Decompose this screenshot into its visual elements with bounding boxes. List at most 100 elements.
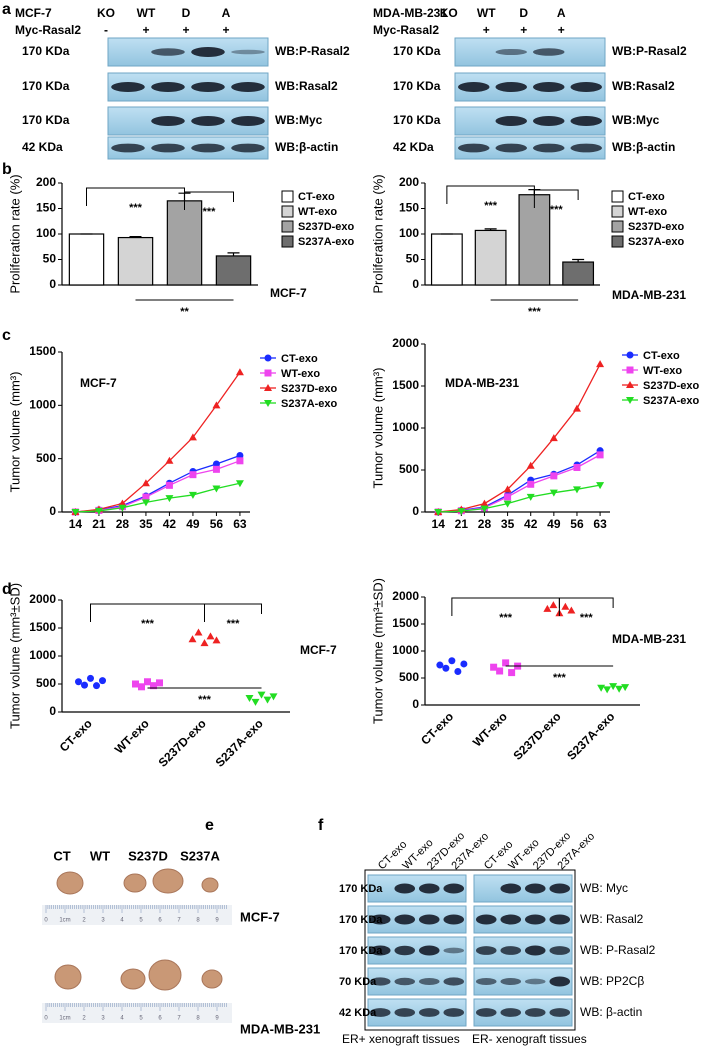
blot-band xyxy=(570,143,602,153)
construct-sign: + xyxy=(483,23,490,37)
blot-title: MDA-MB-231 xyxy=(373,6,447,20)
y-axis-label: Tumor volume (mm³±SD) xyxy=(7,583,22,729)
marker xyxy=(596,451,604,459)
lane-label: D xyxy=(519,6,528,20)
blot-label: WB:Rasal2 xyxy=(612,79,675,93)
ruler-label: 0 xyxy=(44,918,48,924)
ruler-label: 2 xyxy=(82,918,86,924)
legend-swatch xyxy=(281,205,294,218)
x-tick-label: S237D-exo xyxy=(156,716,209,769)
blot-band xyxy=(418,1008,440,1017)
blot-band xyxy=(418,945,440,956)
marker xyxy=(550,472,558,480)
marker xyxy=(264,369,272,377)
y-axis-label: Tumor volume (mm³±SD) xyxy=(370,578,385,724)
blot-label: WB:P-Rasal2 xyxy=(275,44,350,58)
y-tick-label: 1000 xyxy=(29,648,56,662)
ruler-label: 1cm xyxy=(59,918,70,924)
panel-label: e xyxy=(205,817,214,834)
size-label: 70 KDa xyxy=(339,976,377,988)
y-axis-label: Proliferation rate (%) xyxy=(7,174,22,293)
significance-label: ** xyxy=(180,306,189,318)
marker xyxy=(194,628,203,636)
construct-sign: + xyxy=(558,23,565,37)
x-tick-label: WT-exo xyxy=(112,716,152,756)
error-bar xyxy=(484,228,497,231)
blot-strip xyxy=(107,136,269,160)
blot-band xyxy=(151,143,185,153)
blot-band xyxy=(500,978,522,985)
blot-band xyxy=(394,1008,416,1017)
marker xyxy=(597,684,606,692)
significance-label: *** xyxy=(227,618,241,630)
marker xyxy=(144,678,151,686)
y-tick-label: 500 xyxy=(36,451,56,465)
marker xyxy=(236,457,244,465)
legend-label: CT-exo xyxy=(298,191,335,203)
marker xyxy=(212,460,220,468)
y-tick-label: 2000 xyxy=(392,336,419,350)
blot-band xyxy=(394,977,416,986)
ruler-label: 9 xyxy=(215,1016,219,1022)
blot-band xyxy=(418,978,440,985)
marker xyxy=(236,451,244,459)
marker xyxy=(138,683,145,691)
significance-bracket xyxy=(533,189,579,208)
panel-label: d xyxy=(2,581,12,598)
bar xyxy=(117,236,154,286)
blot-strip xyxy=(454,37,606,67)
blot-label: WB:Myc xyxy=(612,113,660,127)
marker xyxy=(609,683,618,691)
blot-band xyxy=(394,945,416,956)
marker xyxy=(269,693,278,701)
blot-band xyxy=(458,143,490,153)
construct-label: Myc-Rasal2 xyxy=(15,23,81,37)
significance-label: *** xyxy=(484,200,498,212)
marker xyxy=(549,601,558,609)
panel-label: b xyxy=(2,161,12,178)
blot-band xyxy=(524,883,546,894)
x-tick-label: 28 xyxy=(478,517,492,531)
blot-band xyxy=(231,82,265,92)
marker xyxy=(572,486,581,494)
legend-swatch xyxy=(611,235,624,248)
tissue-label: ER+ xenograft tissues xyxy=(342,1032,460,1046)
bar xyxy=(474,229,507,286)
marker xyxy=(573,463,581,471)
marker xyxy=(615,685,624,693)
marker xyxy=(235,368,244,376)
marker xyxy=(490,663,498,671)
x-tick-label: 49 xyxy=(547,517,561,531)
marker xyxy=(434,509,443,516)
ruler-label: 2 xyxy=(82,1016,86,1022)
significance-label: *** xyxy=(203,206,217,218)
tumor xyxy=(123,873,147,893)
series-line xyxy=(438,484,601,513)
tissue-label: ER- xenograft tissues xyxy=(472,1032,587,1046)
blot-label: WB:Rasal2 xyxy=(275,79,338,93)
ruler-label: 5 xyxy=(139,918,143,924)
blot-band xyxy=(533,143,565,153)
y-tick-label: 500 xyxy=(399,670,419,684)
x-tick-label: 63 xyxy=(233,517,247,531)
marker xyxy=(188,635,197,643)
x-tick-label: 49 xyxy=(186,517,200,531)
marker xyxy=(626,397,634,404)
marker xyxy=(460,660,468,668)
legend-label: S237D-exo xyxy=(643,380,700,392)
marker xyxy=(621,684,630,692)
marker xyxy=(448,657,456,665)
y-tick-label: 100 xyxy=(36,226,56,240)
legend-swatch xyxy=(611,190,624,203)
legend-label: S237D-exo xyxy=(298,221,355,233)
blot-band xyxy=(533,82,565,92)
x-tick-label: S237D-exo xyxy=(510,709,563,762)
tumor xyxy=(152,868,184,894)
y-tick-label: 100 xyxy=(399,226,419,240)
chart-title: MDA-MB-231 xyxy=(445,376,519,390)
marker xyxy=(165,481,173,489)
legend-swatch xyxy=(611,220,624,233)
panel-label: c xyxy=(2,327,11,344)
annotation: MDA-MB-231 xyxy=(612,632,686,646)
marker xyxy=(188,491,197,499)
